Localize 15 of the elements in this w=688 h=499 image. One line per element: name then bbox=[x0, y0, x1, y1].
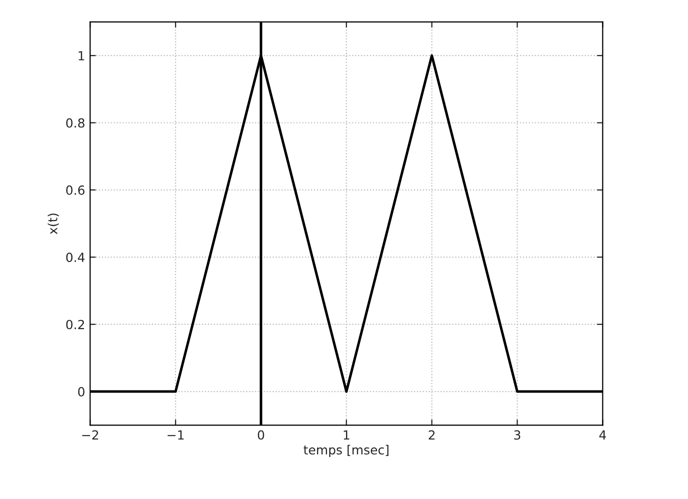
x-tick-label: 0 bbox=[258, 430, 264, 440]
x-tick-label: 1 bbox=[344, 430, 350, 440]
y-tick-label: 1 bbox=[78, 51, 84, 60]
x-axis-title: temps [msec] bbox=[304, 444, 388, 457]
x-tick-label: 4 bbox=[599, 430, 606, 440]
y-tick-label: 0 bbox=[78, 387, 84, 396]
x-tick-label: −1 bbox=[168, 430, 184, 440]
y-tick-label: 0.6 bbox=[66, 185, 84, 195]
y-tick-label: 0.8 bbox=[66, 118, 84, 128]
x-tick-label: 2 bbox=[428, 430, 435, 440]
x-tick-label: −2 bbox=[82, 430, 98, 440]
y-tick-label: 0.2 bbox=[66, 320, 84, 330]
y-tick-label: 0.4 bbox=[66, 252, 85, 262]
y-axis-title: x(t) bbox=[48, 214, 59, 234]
x-tick-label: 3 bbox=[514, 430, 520, 440]
